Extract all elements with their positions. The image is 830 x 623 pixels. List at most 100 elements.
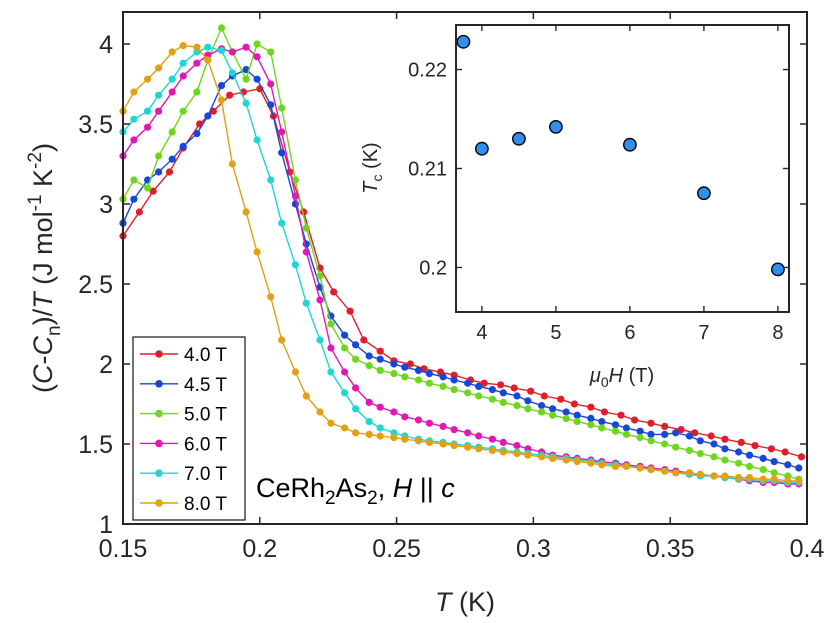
- data-point: [376, 403, 384, 411]
- data-point: [631, 416, 639, 424]
- data-point: [144, 184, 152, 192]
- data-point: [253, 136, 261, 144]
- data-point: [193, 59, 201, 67]
- data-point: [745, 451, 754, 459]
- legend-label: 5.0 T: [184, 405, 227, 426]
- data-point: [330, 288, 338, 296]
- inset-x-tick-label: 5: [550, 322, 561, 344]
- tc-data-point: [512, 131, 526, 146]
- data-point: [316, 272, 324, 280]
- data-point: [352, 384, 360, 392]
- legend-label: 7.0 T: [184, 464, 227, 485]
- data-point: [278, 149, 286, 157]
- data-point: [425, 370, 433, 378]
- data-point: [499, 448, 507, 456]
- data-point: [168, 75, 176, 83]
- data-point: [685, 469, 694, 477]
- data-point: [685, 432, 694, 440]
- data-point: [745, 462, 754, 470]
- data-point: [475, 382, 483, 390]
- data-point: [721, 435, 729, 443]
- data-point: [538, 453, 546, 461]
- data-point: [267, 176, 275, 184]
- data-point: [549, 454, 557, 462]
- legend: 4.0 T 4.5 T 5.0 T 6.0 T 7.0 T 8.0 T: [132, 336, 246, 521]
- data-point: [450, 386, 458, 394]
- data-point: [376, 347, 384, 355]
- data-point: [538, 408, 546, 416]
- data-point: [352, 341, 360, 349]
- data-point: [217, 46, 226, 55]
- data-point: [414, 437, 423, 445]
- data-point: [735, 459, 743, 467]
- data-point: [179, 59, 187, 67]
- inset-axes-box: [455, 24, 790, 313]
- data-point: [721, 472, 729, 480]
- data-point: [302, 224, 310, 232]
- data-point: [193, 88, 201, 96]
- data-point: [341, 368, 349, 376]
- data-point: [228, 160, 236, 168]
- data-point: [365, 398, 373, 406]
- data-point: [155, 168, 163, 176]
- data-point: [242, 99, 250, 107]
- data-point: [488, 386, 496, 394]
- data-point: [691, 429, 699, 437]
- data-point: [179, 142, 187, 150]
- inset-y-axis-label: Tc (K): [360, 142, 385, 193]
- y-tick-label: 1.5: [78, 431, 113, 459]
- data-point: [302, 392, 310, 400]
- data-point: [425, 438, 433, 446]
- data-point: [661, 430, 669, 438]
- data-point: [661, 422, 669, 430]
- data-point: [352, 355, 360, 363]
- y-tick-label: 1: [99, 511, 113, 539]
- inset-x-tick-label: 8: [772, 322, 783, 344]
- data-point: [179, 42, 187, 50]
- data-point: [587, 421, 595, 429]
- data-point: [352, 405, 360, 413]
- data-point: [242, 43, 250, 51]
- x-tick-label: 0.35: [646, 535, 695, 563]
- data-point: [278, 336, 286, 344]
- data-point: [661, 440, 669, 448]
- data-point: [647, 466, 655, 474]
- data-point: [557, 395, 565, 403]
- data-point: [401, 363, 409, 371]
- data-point: [677, 426, 685, 434]
- data-point: [352, 429, 360, 437]
- data-point: [401, 435, 409, 443]
- data-point: [611, 421, 620, 429]
- data-point: [291, 261, 299, 269]
- tc-data-point: [697, 186, 711, 201]
- data-point: [562, 408, 570, 416]
- data-point: [365, 352, 373, 360]
- y-tick-label: 2.5: [78, 271, 113, 299]
- legend-box: [132, 336, 246, 521]
- main-x-axis-label: T (K): [435, 587, 495, 617]
- legend-item: 5.0 T: [140, 405, 227, 426]
- data-point: [636, 434, 644, 442]
- data-point: [647, 437, 655, 445]
- data-point: [365, 362, 373, 370]
- data-point: [464, 429, 472, 437]
- inset-y-tick-label: 0.22: [408, 60, 447, 82]
- x-tick-label: 0.25: [372, 535, 421, 563]
- data-point: [510, 384, 518, 392]
- data-point: [751, 442, 759, 450]
- data-point: [480, 379, 488, 387]
- data-point: [414, 416, 423, 424]
- data-point: [144, 107, 152, 115]
- data-point: [450, 442, 458, 450]
- data-point: [573, 411, 581, 419]
- data-point: [770, 475, 778, 483]
- inset-x-tick-label: 4: [476, 322, 487, 344]
- data-point: [464, 379, 472, 387]
- data-point: [193, 130, 201, 138]
- data-point: [376, 366, 384, 374]
- data-point: [513, 442, 521, 450]
- inset-y-tick-label: 0.2: [419, 257, 447, 279]
- sample-annotation: CeRh2As2, H || c: [256, 473, 455, 509]
- data-point: [193, 43, 201, 51]
- y-tick-label: 2: [99, 351, 113, 379]
